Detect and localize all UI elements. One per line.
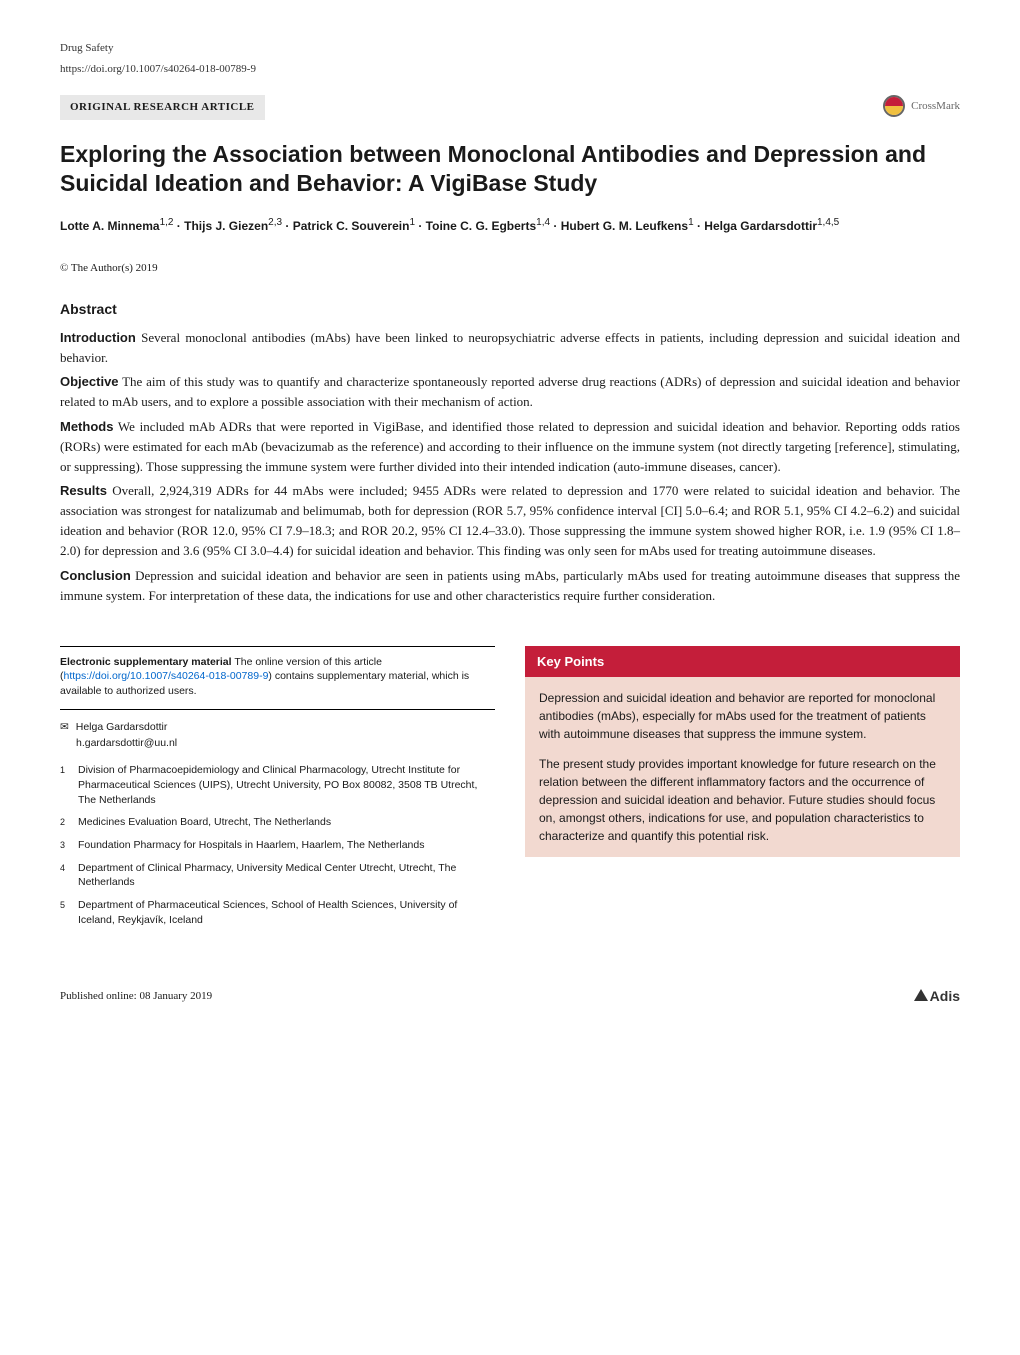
affiliation-number: 2 [60, 815, 78, 830]
affiliation-item: 1Division of Pharmacoepidemiology and Cl… [60, 763, 495, 807]
affiliation-text: Division of Pharmacoepidemiology and Cli… [78, 763, 495, 807]
affiliation-number: 1 [60, 763, 78, 807]
divider [60, 709, 495, 710]
keypoints-body: Depression and suicidal ideation and beh… [525, 677, 960, 857]
abstract-heading: Abstract [60, 299, 960, 320]
supplementary-doi-link[interactable]: https://doi.org/10.1007/s40264-018-00789… [64, 670, 269, 682]
affiliation-item: 5Department of Pharmaceutical Sciences, … [60, 898, 495, 927]
crossmark-badge[interactable]: CrossMark [883, 95, 960, 117]
corresponding-author-email: h.gardarsdottir@uu.nl [76, 737, 177, 749]
authors-list: Lotte A. Minnema1,2 · Thijs J. Giezen2,3… [60, 215, 960, 236]
crossmark-icon [883, 95, 905, 117]
corresponding-author-name: Helga Gardarsdottir [76, 721, 168, 733]
correspondence-block: ✉ Helga Gardarsdottir h.gardarsdottir@uu… [60, 720, 495, 752]
keypoint-paragraph: The present study provides important kno… [539, 755, 946, 845]
journal-name: Drug Safety [60, 40, 960, 57]
abstract-body: Introduction Several monoclonal antibodi… [60, 328, 960, 606]
article-title: Exploring the Association between Monocl… [60, 140, 960, 200]
abstract-section-label: Methods [60, 419, 113, 434]
affiliation-number: 3 [60, 838, 78, 853]
affiliation-item: 3Foundation Pharmacy for Hospitals in Ha… [60, 838, 495, 853]
affiliation-text: Medicines Evaluation Board, Utrecht, The… [78, 815, 331, 830]
abstract-section-label: Conclusion [60, 568, 131, 583]
abstract-section-label: Introduction [60, 330, 136, 345]
abstract-section-label: Objective [60, 374, 119, 389]
affiliation-number: 4 [60, 861, 78, 890]
supplementary-material-note: Electronic supplementary material The on… [60, 655, 495, 699]
affiliations-list: 1Division of Pharmacoepidemiology and Cl… [60, 763, 495, 927]
crossmark-label: CrossMark [911, 98, 960, 115]
envelope-icon: ✉ [60, 721, 69, 733]
keypoint-paragraph: Depression and suicidal ideation and beh… [539, 689, 946, 743]
left-column: Electronic supplementary material The on… [60, 646, 495, 936]
affiliation-item: 2Medicines Evaluation Board, Utrecht, Th… [60, 815, 495, 830]
right-column: Key Points Depression and suicidal ideat… [525, 646, 960, 936]
publisher-logo: Adis [914, 986, 960, 1007]
published-date: Published online: 08 January 2019 [60, 988, 212, 1005]
doi-url: https://doi.org/10.1007/s40264-018-00789… [60, 61, 960, 78]
affiliation-text: Foundation Pharmacy for Hospitals in Haa… [78, 838, 424, 853]
affiliation-number: 5 [60, 898, 78, 927]
article-type-label: ORIGINAL RESEARCH ARTICLE [60, 95, 265, 120]
affiliation-text: Department of Clinical Pharmacy, Univers… [78, 861, 495, 890]
page-footer: Published online: 08 January 2019 Adis [60, 986, 960, 1007]
publisher-name: Adis [930, 988, 960, 1004]
triangle-icon [914, 989, 928, 1001]
supplementary-label: Electronic supplementary material [60, 656, 232, 668]
keypoints-heading: Key Points [525, 646, 960, 678]
affiliation-text: Department of Pharmaceutical Sciences, S… [78, 898, 495, 927]
affiliation-item: 4Department of Clinical Pharmacy, Univer… [60, 861, 495, 890]
copyright-notice: © The Author(s) 2019 [60, 260, 960, 277]
abstract-section-label: Results [60, 483, 107, 498]
